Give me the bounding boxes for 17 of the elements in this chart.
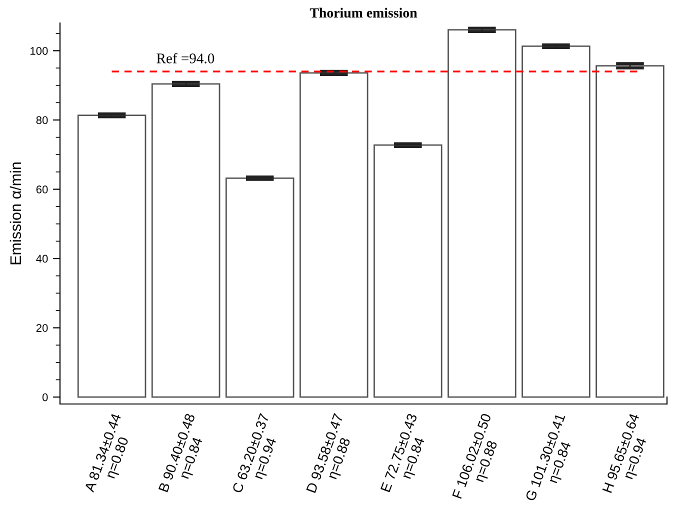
y-tick-label: 80: [36, 116, 48, 124]
bar: [151, 83, 220, 398]
bar: [374, 144, 442, 398]
y-tick-label: 20: [36, 324, 48, 332]
y-axis-title: Emission α/min: [10, 162, 22, 264]
bar: [225, 177, 294, 398]
y-tick-label: 100: [30, 46, 48, 55]
y-tick-label: 0: [42, 393, 48, 402]
bar: [448, 29, 516, 398]
y-tick-label: 40: [36, 254, 48, 263]
bar: [596, 65, 664, 398]
bar: [522, 46, 590, 398]
chart-title: Thorium emission: [310, 8, 418, 18]
y-tick-label: 60: [36, 186, 48, 194]
bar: [77, 114, 146, 398]
ref-line-label: Ref =94.0: [156, 52, 214, 64]
bar: [300, 72, 368, 398]
